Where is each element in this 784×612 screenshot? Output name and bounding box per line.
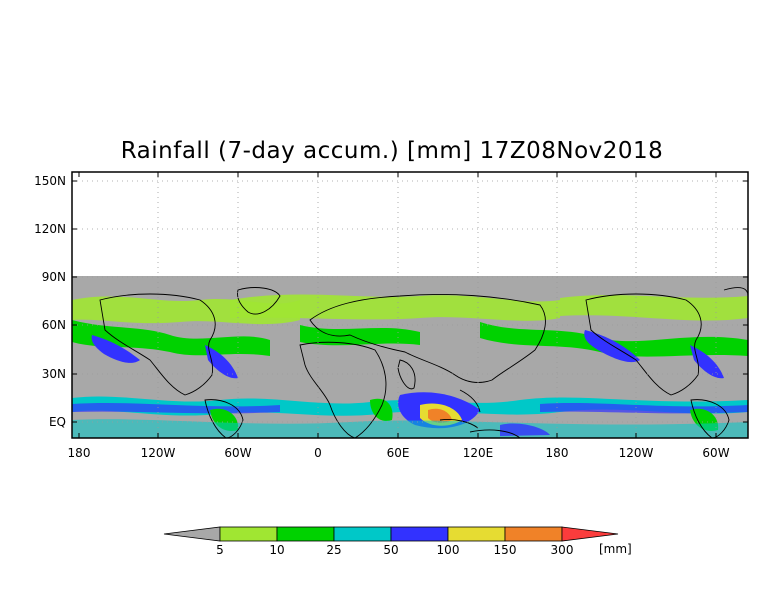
legend-unit: [mm] [599,542,632,556]
legend-label-100: 100 [436,543,460,557]
x-label-60w: 60W [224,446,252,460]
legend-swatch-5-10 [219,526,278,542]
legend-swatch-below-5 [163,526,221,542]
y-label-eq: EQ [48,415,66,429]
x-label-120e: 120E [462,446,494,460]
x-label-60e: 60E [386,446,410,460]
y-label-60n: 60N [41,318,66,332]
legend-label-25: 25 [326,543,342,557]
legend-label-50: 50 [383,543,399,557]
legend-colorbar [163,526,619,542]
x-label-120w: 120W [140,446,176,460]
y-label-30n: 30N [41,367,66,381]
legend-label-10: 10 [269,543,285,557]
x-label-60w-repeat: 60W [702,446,730,460]
legend-label-5: 5 [216,543,224,557]
x-label-180: 180 [67,446,91,460]
y-label-150n: 150N [34,174,66,188]
legend-swatch-150-300 [504,526,563,542]
rain-patterns [72,294,748,438]
coastlines [99,287,749,439]
axis-ticks [72,172,748,438]
legend-swatch-100-150 [447,526,506,542]
y-label-120n: 120N [34,222,66,236]
legend-swatch-10-25 [276,526,335,542]
map-frame [71,171,749,439]
x-label-0: 0 [314,446,322,460]
legend-swatch-50-100 [390,526,449,542]
legend-label-300: 300 [550,543,574,557]
x-label-120w-repeat: 120W [618,446,654,460]
legend-swatch-25-50 [333,526,392,542]
map-title: Rainfall (7-day accum.) [mm] 17Z08Nov201… [120,138,664,164]
legend-swatch-above-300 [561,526,619,542]
legend-label-150: 150 [493,543,517,557]
x-label-180-repeat: 180 [545,446,569,460]
y-label-90n: 90N [41,270,66,284]
